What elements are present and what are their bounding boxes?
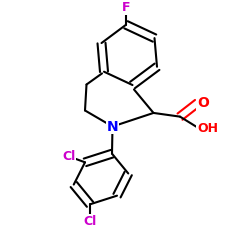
Text: Cl: Cl: [84, 214, 96, 228]
Text: O: O: [197, 96, 209, 110]
Text: OH: OH: [197, 122, 218, 136]
Text: Cl: Cl: [62, 150, 76, 163]
Text: N: N: [107, 120, 118, 134]
Text: F: F: [122, 1, 130, 14]
